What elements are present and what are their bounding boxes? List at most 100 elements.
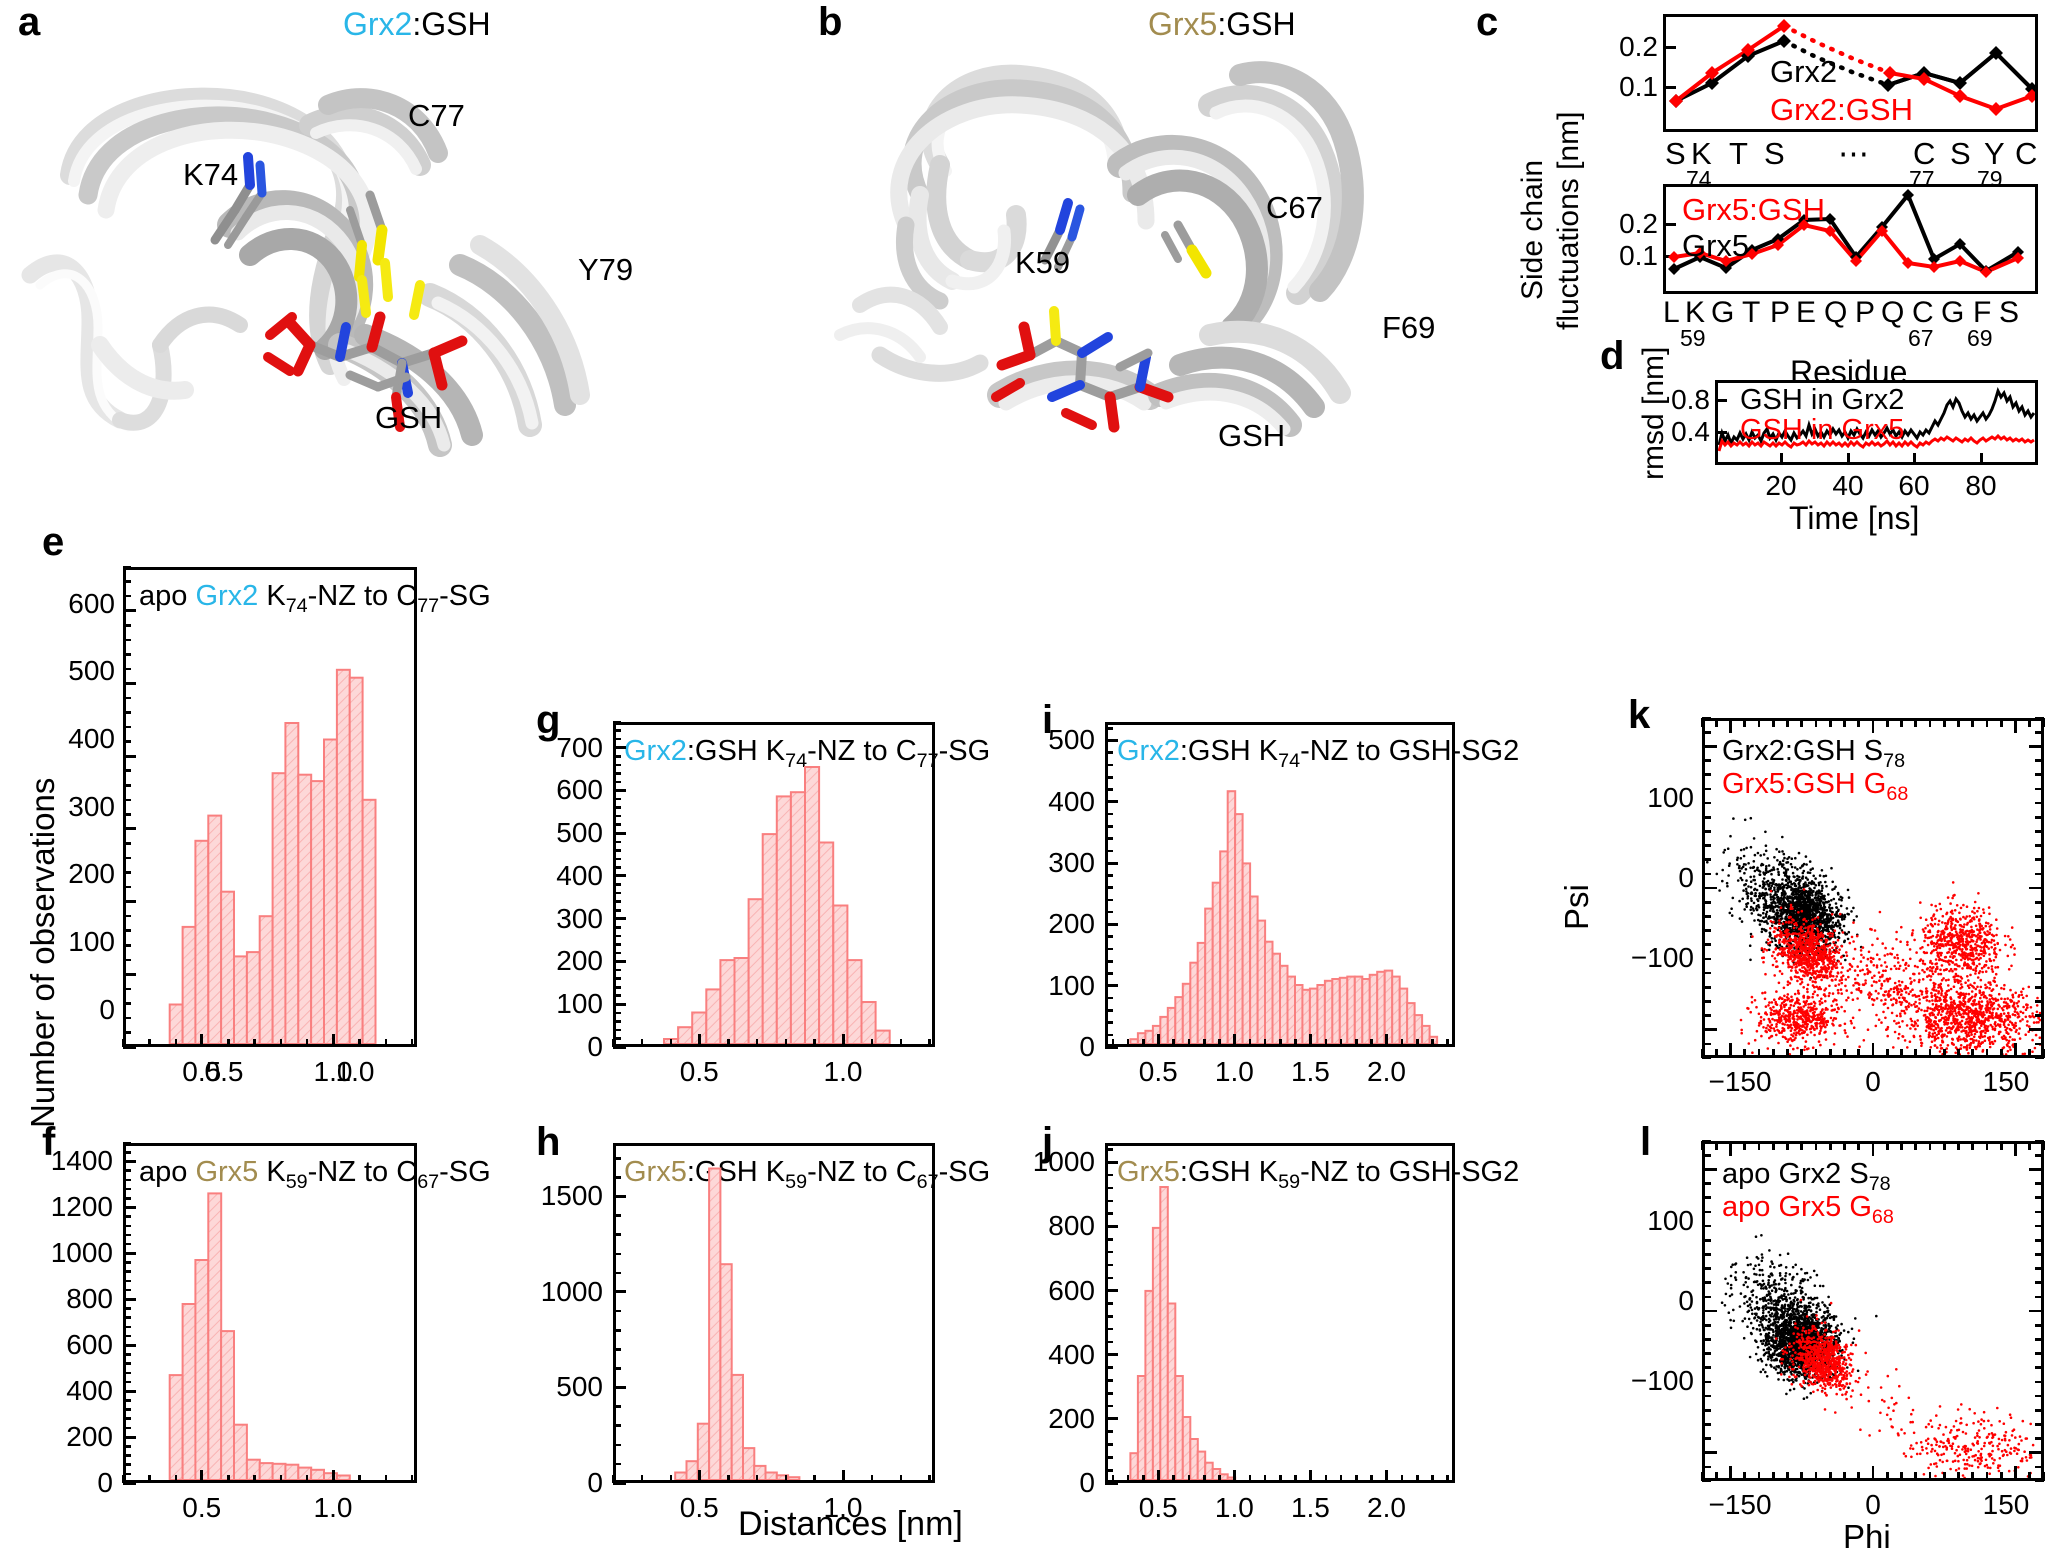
scatter-point <box>2026 1020 2029 1023</box>
scatter-point <box>1809 1027 1813 1030</box>
scatter-point <box>1820 889 1824 892</box>
scatter-point <box>1920 1041 1923 1045</box>
scatter-point <box>1822 962 1825 966</box>
scatter-point <box>1767 864 1771 867</box>
panel-d-xtick-mark-2 <box>1913 453 1916 465</box>
scatter-point <box>1975 1018 1978 1022</box>
scatter-point <box>1776 914 1779 917</box>
panel-c-ylabel-line2: fluctuations [nm] <box>1552 111 1585 330</box>
scatter-point <box>1908 1040 1912 1043</box>
scatter-point <box>1935 999 1939 1003</box>
scatter-point <box>1929 951 1933 955</box>
scatter-point <box>1738 864 1741 868</box>
scatter-point <box>1738 899 1741 903</box>
panel-d-ytick-1: 0.4 <box>1671 416 1710 447</box>
scatter-point <box>1847 996 1850 999</box>
scatter-point <box>1762 877 1766 880</box>
scatter-point <box>1946 1017 1949 1020</box>
y-minor-tick <box>1105 1212 1113 1215</box>
scatter-point <box>1944 995 1948 999</box>
scatter-point <box>1780 947 1784 951</box>
scatter-point <box>2003 1037 2007 1040</box>
scatter-point <box>2002 1023 2006 1026</box>
x-minor-tick <box>174 1475 178 1483</box>
scatter-point <box>1972 1041 1975 1044</box>
scatter-point <box>1770 1023 1774 1027</box>
scatter-point <box>1801 913 1804 916</box>
scatter-point <box>1949 910 1953 914</box>
scatter-point <box>1765 880 1768 884</box>
scatter-point <box>1779 899 1783 902</box>
x-tick-label: 1.0 <box>1214 1492 1254 1523</box>
scatter-point <box>1787 900 1791 903</box>
scatter-point <box>1799 947 1803 950</box>
y-minor-tick <box>123 783 131 787</box>
y-tick-label: 1000 <box>540 1275 603 1307</box>
panel-b-annotation-c67: C67 <box>1266 190 1323 225</box>
y-minor-tick <box>1105 726 1113 730</box>
scatter-point <box>1749 905 1753 909</box>
scatter-point <box>1784 916 1787 919</box>
scatter-point <box>1753 878 1756 882</box>
scatter-point <box>1962 1029 1965 1032</box>
scatter-point <box>1725 881 1729 885</box>
scatter-point <box>1782 986 1786 990</box>
scatter-point <box>1750 912 1754 915</box>
scatter-point <box>1803 962 1807 965</box>
scatter-point <box>1749 885 1753 889</box>
scatter-point <box>1821 914 1825 918</box>
scatter-point <box>1782 884 1786 887</box>
panel-a-title-name: Grx2 <box>343 6 413 42</box>
scatter-point <box>1964 948 1968 951</box>
scatter-point <box>1858 1008 1861 1012</box>
scatter-point <box>1732 817 1735 820</box>
scatter-point <box>1820 892 1823 896</box>
scatter-point <box>1745 905 1748 908</box>
scatter-point <box>1960 1008 1964 1011</box>
scatter-point <box>1992 1035 1995 1038</box>
scatter-point <box>1982 948 1986 951</box>
scatter-point <box>1751 935 1754 938</box>
scatter-point <box>1803 933 1806 936</box>
scatter-point <box>1830 1009 1834 1012</box>
scatter-point <box>1760 930 1764 934</box>
scatter-point <box>1941 914 1945 918</box>
y-minor-tick <box>613 951 621 955</box>
scatter-point <box>1973 900 1977 904</box>
scatter-point <box>1834 978 1837 981</box>
scatter-point <box>1792 1015 1795 1018</box>
scatter-point <box>1984 1018 1988 1021</box>
scatter-point <box>1834 902 1838 905</box>
scatter-point <box>1972 999 1975 1003</box>
x-minor-tick <box>1355 1039 1358 1047</box>
histogram-bar <box>1159 1186 1169 1480</box>
scatter-point <box>1792 882 1796 885</box>
scatter-point <box>1750 899 1753 903</box>
panel-f-title-p2: K <box>258 1156 286 1188</box>
scatter-point <box>1780 1031 1783 1034</box>
scatter-point <box>2019 1010 2022 1014</box>
scatter-point <box>1988 931 1991 935</box>
scatter-point <box>1794 969 1797 972</box>
scatter-point <box>1802 938 1806 941</box>
scatter-point <box>1978 1035 1981 1039</box>
scatter-point <box>1764 906 1767 910</box>
scatter-point <box>1825 909 1828 912</box>
scatter-point <box>1986 933 1989 937</box>
scatter-point <box>1977 1002 1981 1006</box>
scatter-point <box>1986 1025 1990 1028</box>
histogram-bar <box>1174 996 1184 1044</box>
x-minor-tick <box>1263 1475 1267 1483</box>
y-minor-tick <box>613 729 621 732</box>
scatter-point <box>1960 1019 1964 1023</box>
scatter-point <box>2008 938 2012 941</box>
scatter-point <box>2014 1024 2018 1027</box>
scatter-point <box>1836 1006 1840 1010</box>
scatter-point <box>1919 947 1922 950</box>
y-minor-tick <box>613 1252 621 1256</box>
panel-e-xtick-10: 1.0 <box>335 1056 375 1087</box>
scatter-point <box>1980 952 1983 956</box>
panel-f-bars <box>168 1192 351 1480</box>
scatter-point <box>1823 945 1827 949</box>
scatter-point <box>1979 1007 1983 1011</box>
